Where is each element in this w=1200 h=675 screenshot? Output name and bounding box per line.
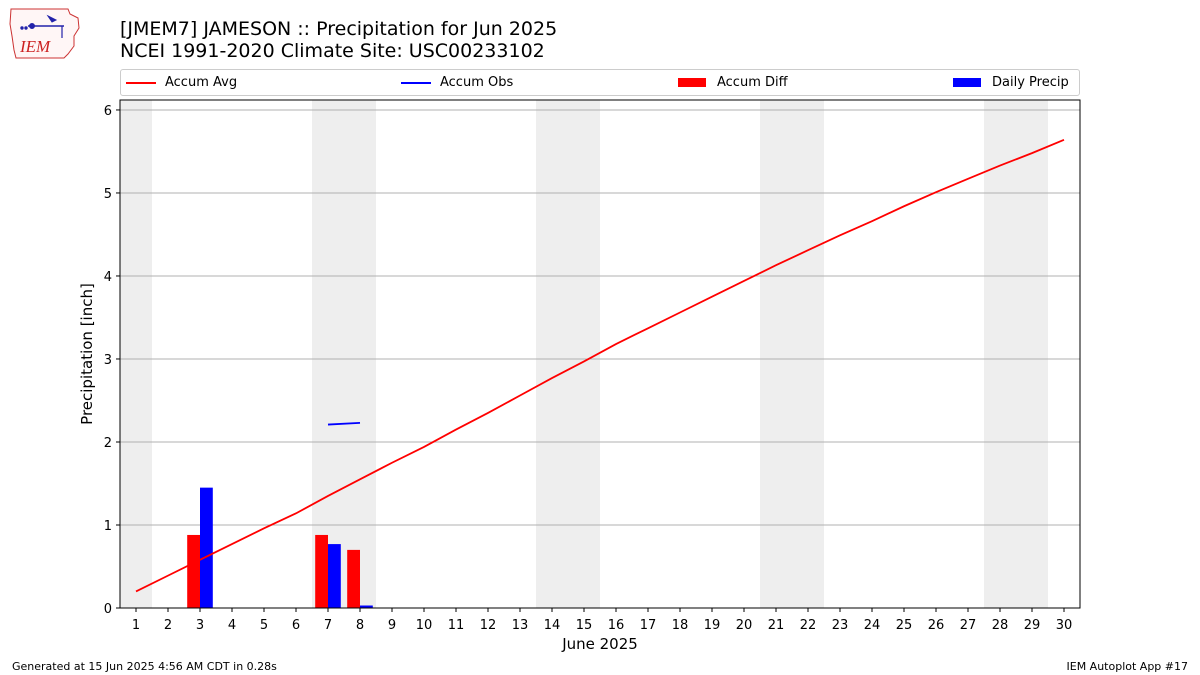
accum-obs-line	[327, 421, 361, 426]
x-tick-label-1: 1	[132, 618, 140, 633]
x-tick-label-15: 15	[576, 618, 593, 633]
x-tick-label-6: 6	[292, 618, 300, 633]
accum-diff-bar-day-3	[187, 534, 200, 608]
x-tick-label-8: 8	[356, 618, 364, 633]
legend-swatch-accum-avg	[126, 81, 156, 84]
x-tick-label-3: 3	[196, 618, 204, 633]
logo-text: IEM	[19, 37, 51, 56]
weekend-band-3	[536, 100, 600, 608]
x-tick-label-24: 24	[864, 618, 881, 633]
x-tick-label-23: 23	[832, 618, 849, 633]
x-tick-label-9: 9	[388, 618, 396, 633]
legend-item-accum-avg: Accum Avg	[126, 70, 237, 95]
weekend-band-1	[120, 100, 152, 608]
x-tick-label-21: 21	[768, 618, 785, 633]
legend-label-daily-precip: Daily Precip	[992, 75, 1069, 90]
x-tick-label-20: 20	[736, 618, 753, 633]
legend-label-accum-diff: Accum Diff	[717, 75, 788, 90]
x-tick-label-5: 5	[260, 618, 268, 633]
accum-avg-line	[135, 139, 1065, 593]
x-tick-label-22: 22	[800, 618, 817, 633]
x-tick-label-14: 14	[544, 618, 561, 633]
y-tick-label-1: 1	[104, 519, 112, 534]
x-tick-label-16: 16	[608, 618, 625, 633]
x-tick-label-26: 26	[928, 618, 945, 633]
legend-swatch-accum-obs	[401, 81, 431, 84]
accum-diff-bar-day-8	[347, 549, 360, 608]
chart-subtitle: NCEI 1991-2020 Climate Site: USC00233102	[120, 40, 545, 62]
y-tick-label-3: 3	[104, 353, 112, 368]
legend-item-accum-obs: Accum Obs	[401, 70, 513, 95]
legend-item-accum-diff: Accum Diff	[678, 70, 788, 95]
x-tick-label-25: 25	[896, 618, 913, 633]
x-tick-label-4: 4	[228, 618, 236, 633]
y-tick-label-5: 5	[104, 187, 112, 202]
y-tick-label-4: 4	[104, 270, 112, 285]
x-tick-label-28: 28	[992, 618, 1009, 633]
x-tick-label-7: 7	[324, 618, 332, 633]
x-tick-label-29: 29	[1024, 618, 1041, 633]
daily-precip-bar-day-3	[200, 487, 213, 608]
x-tick-label-19: 19	[704, 618, 721, 633]
y-tick-label-6: 6	[104, 104, 112, 119]
x-tick-label-18: 18	[672, 618, 689, 633]
x-tick-label-17: 17	[640, 618, 657, 633]
legend-label-accum-obs: Accum Obs	[440, 75, 514, 90]
x-tick-label-2: 2	[164, 618, 172, 633]
chart-title: [JMEM7] JAMESON :: Precipitation for Jun…	[120, 18, 558, 40]
x-tick-label-12: 12	[480, 618, 497, 633]
legend-item-daily-precip: Daily Precip	[953, 70, 1069, 95]
plot-frame	[119, 99, 1081, 609]
legend-swatch-accum-diff	[678, 78, 706, 87]
legend-label-accum-avg: Accum Avg	[165, 75, 238, 90]
footer-generated-text: Generated at 15 Jun 2025 4:56 AM CDT in …	[12, 660, 277, 673]
accum-diff-bar-day-7	[315, 534, 328, 608]
legend: Accum Avg Accum Obs Accum Diff Daily Pre…	[120, 69, 1080, 96]
legend-swatch-daily-precip	[953, 78, 981, 87]
weekend-band-5	[984, 100, 1048, 608]
iem-logo: IEM	[9, 8, 80, 59]
y-tick-label-0: 0	[104, 602, 112, 617]
x-tick-label-10: 10	[416, 618, 433, 633]
weather-station-icon	[20, 14, 64, 38]
weekend-band-2	[312, 100, 376, 608]
x-tick-label-13: 13	[512, 618, 529, 633]
x-axis-label: June 2025	[561, 635, 638, 653]
daily-precip-bar-day-7	[328, 544, 341, 608]
daily-precip-bar-day-8	[360, 605, 373, 608]
weekend-band-4	[760, 100, 824, 608]
x-tick-label-30: 30	[1056, 618, 1073, 633]
y-axis-label: Precipitation [inch]	[78, 283, 96, 425]
x-tick-label-27: 27	[960, 618, 977, 633]
footer-app-text: IEM Autoplot App #17	[1066, 660, 1189, 673]
y-tick-label-2: 2	[104, 436, 112, 451]
x-tick-label-11: 11	[448, 618, 465, 633]
iowa-outline-shape	[9, 8, 80, 59]
